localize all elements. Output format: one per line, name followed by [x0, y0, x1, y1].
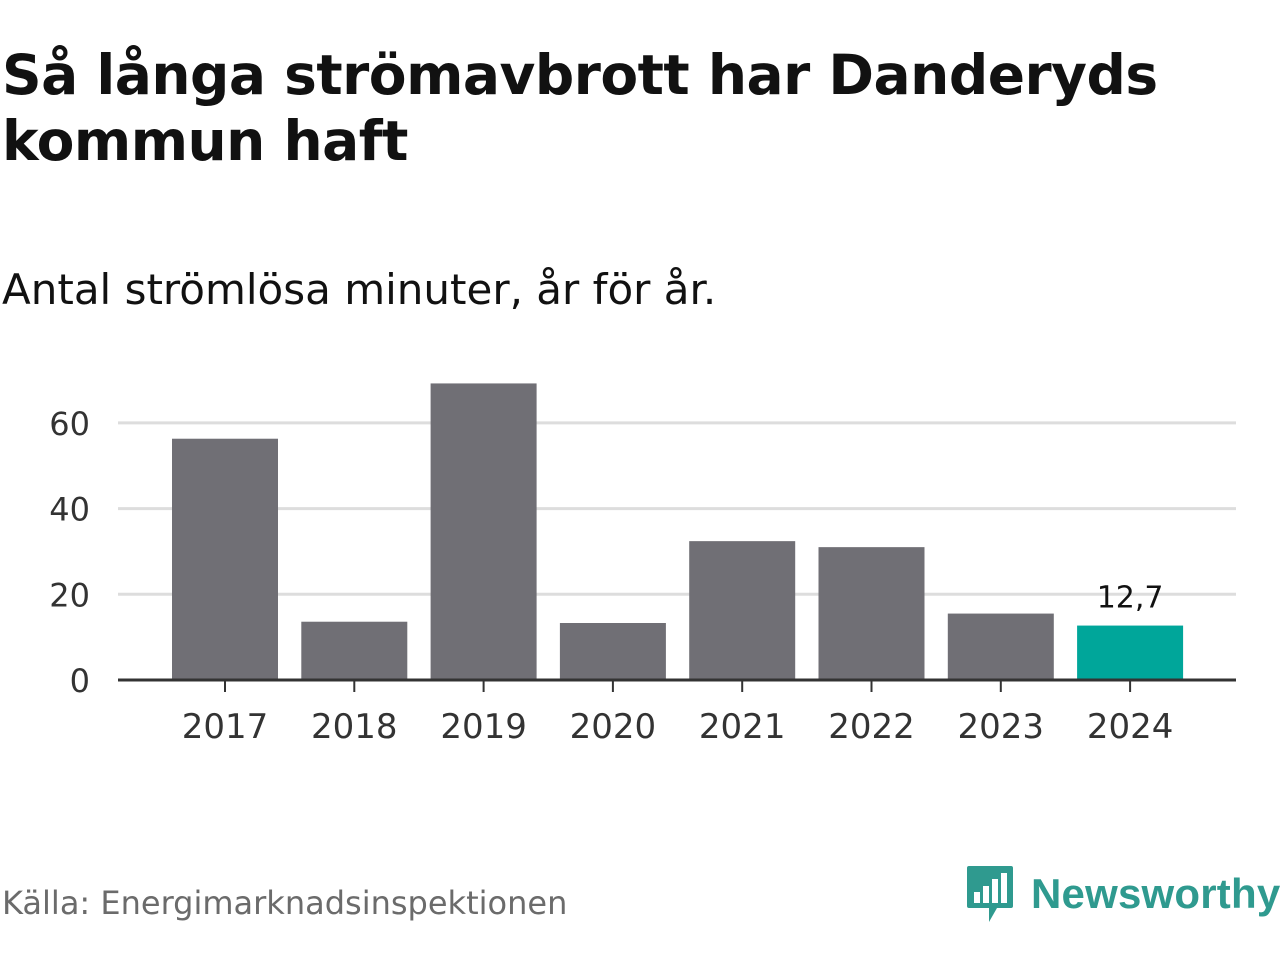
bar — [559, 623, 666, 680]
bar-chart-speech-bubble-icon — [967, 866, 1013, 922]
chart-subtitle: Antal strömlösa minuter, år för år. — [2, 265, 717, 314]
x-tick-label: 2017 — [182, 707, 269, 747]
x-tick-label: 2021 — [699, 707, 786, 747]
brand-logo: Newsworthy — [965, 864, 1280, 924]
source-note: Källa: Energimarknadsinspektionen — [2, 884, 568, 922]
brand-name: Newsworthy — [1031, 870, 1280, 917]
bar — [430, 383, 537, 680]
bar — [1077, 625, 1184, 680]
y-tick-label: 0 — [70, 662, 90, 700]
bar — [172, 438, 278, 680]
y-tick-label: 40 — [49, 491, 90, 529]
bar-chart: 0 20 40 60 2017 2018 2019 2020 2021 2022 2023 2024 1… — [49, 383, 1236, 747]
bar — [947, 613, 1054, 680]
x-tick-label: 2019 — [440, 707, 527, 747]
chart-title: Så långa strömavbrott har Danderyds komm… — [2, 43, 1158, 173]
x-tick-label: 2022 — [828, 707, 915, 747]
data-label: 12,7 — [1097, 581, 1164, 616]
y-tick-label: 60 — [49, 405, 90, 443]
bar — [818, 547, 925, 680]
bar — [301, 621, 408, 680]
x-tick-label: 2020 — [570, 707, 657, 747]
x-tick-label: 2018 — [311, 707, 398, 747]
x-tick-label: 2023 — [958, 707, 1045, 747]
y-tick-label: 20 — [49, 576, 90, 614]
bar — [689, 541, 796, 680]
x-tick-label: 2024 — [1087, 707, 1174, 747]
